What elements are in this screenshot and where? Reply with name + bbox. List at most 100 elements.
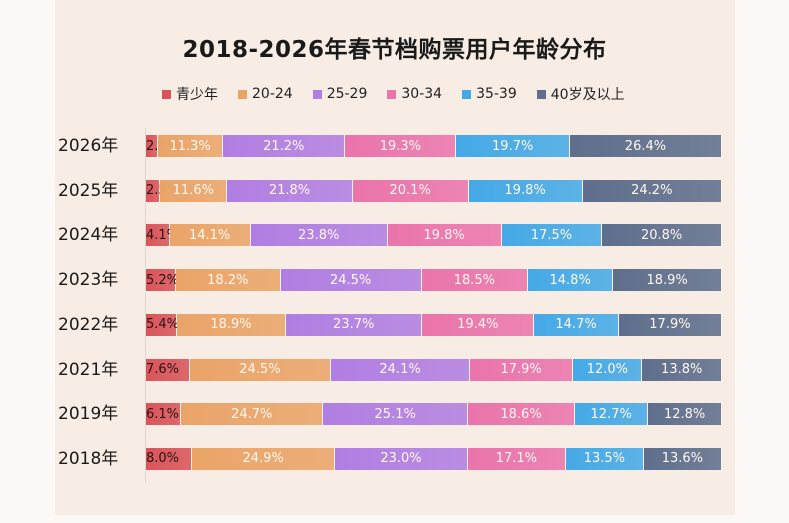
bar-segment: 18.5%: [421, 269, 529, 292]
legend-label: 35-39: [476, 86, 517, 102]
legend-label: 30-34: [401, 86, 443, 102]
data-label: 6.1%: [146, 406, 180, 422]
bar-segment: 19.4%: [422, 313, 535, 336]
y-tick-label: 2019年: [58, 404, 119, 425]
data-label: 8.0%: [146, 451, 180, 467]
data-label: 13.6%: [661, 451, 704, 467]
bar-segment: 17.5%: [501, 224, 603, 247]
data-label: 12.0%: [586, 362, 628, 377]
legend-swatch: [536, 89, 546, 99]
legend-item: 青少年: [162, 84, 218, 104]
stacked-bar: 2.1%11.3% 21.2% 19.3% 19.7% 26.4%: [146, 135, 722, 157]
y-tick-label: 2024年: [58, 225, 119, 246]
bar-segment: 18.9%: [613, 269, 722, 292]
data-label: 19.8%: [504, 183, 546, 199]
data-label: 18.5%: [453, 272, 495, 288]
bar-segment: 13.6%: [643, 447, 722, 470]
bar-segment: 17.9%: [470, 358, 574, 381]
bar-segment: 2.1%: [146, 135, 179, 157]
data-label: 18.2%: [207, 272, 249, 288]
data-label: 12.7%: [590, 406, 632, 422]
bar-segment: 20.1%: [352, 179, 469, 202]
y-tick-label: 2023年: [58, 270, 119, 291]
y-tick-label: 2018年: [58, 448, 119, 469]
data-label: 5.4%: [146, 317, 180, 333]
bar-row: 2026年 2.1%11.3% 21.2% 19.3% 19.7% 26.4%: [0, 135, 789, 157]
data-label: 19.3%: [379, 138, 422, 154]
bar-segment: 17.9%: [618, 313, 722, 336]
bar-segment: 19.7%: [456, 135, 570, 157]
bar-row: 2023年 5.2% 18.2% 24.5% 18.5% 14.8% 18.9%: [0, 269, 789, 292]
bar-segment: 5.2%: [146, 269, 180, 292]
legend-item: 35-39: [462, 86, 517, 102]
data-label: 19.4%: [457, 317, 499, 333]
data-label: 21.8%: [268, 183, 311, 199]
data-label: 23.7%: [333, 317, 375, 333]
bar-segment: 13.8%: [642, 358, 722, 381]
bar-segment: 11.3%: [158, 135, 224, 157]
chart-title: 2018-2026年春节档购票用户年龄分布: [182, 37, 607, 63]
data-label: 7.6%: [146, 362, 180, 377]
bar-segment: 26.4%: [569, 135, 722, 157]
stacked-bar: 4.1% 14.1% 23.8% 19.8% 17.5% 20.8%: [146, 224, 722, 247]
data-label: 14.1%: [188, 227, 231, 243]
legend-swatch: [238, 89, 247, 99]
chart-card: [55, 0, 735, 515]
bar-segment: 11.6%: [160, 179, 228, 202]
stacked-bar: 5.2% 18.2% 24.5% 18.5% 14.8% 18.9%: [146, 269, 722, 292]
data-label: 24.9%: [242, 451, 284, 467]
bar-segment: 6.1%: [146, 403, 182, 426]
data-label: 24.2%: [631, 183, 673, 199]
bar-row: 2019年 6.1% 24.7% 25.1% 18.6% 12.7% 12.8%: [0, 403, 789, 426]
bar-segment: 19.8%: [387, 224, 502, 247]
data-label: 26.4%: [624, 138, 667, 154]
legend-item: 25-29: [312, 86, 367, 102]
legend-swatch: [312, 89, 322, 99]
data-label: 17.1%: [495, 451, 537, 467]
bar-segment: 4.1%: [146, 224, 179, 247]
bar-segment: 14.7%: [534, 313, 619, 336]
data-label: 24.5%: [329, 272, 372, 288]
data-label: 11.6%: [172, 183, 214, 199]
data-label: 25.1%: [374, 406, 416, 422]
legend-swatch: [462, 89, 472, 99]
data-label: 5.2%: [146, 272, 180, 288]
data-label: 17.9%: [500, 362, 542, 377]
data-label: 21.2%: [263, 138, 305, 154]
chart-legend: 青少年 20-24 25-29 30-34 35-39 40岁及以上: [162, 84, 625, 104]
bar-segment: 2.5%: [146, 179, 179, 202]
data-label: 11.3%: [169, 138, 211, 154]
bar-segment: 24.2%: [582, 179, 722, 202]
legend-item: 40岁及以上: [536, 84, 625, 104]
bar-segment: 18.2%: [175, 269, 281, 292]
data-label: 14.8%: [549, 272, 591, 288]
bar-row: 2024年 4.1% 14.1% 23.8% 19.8% 17.5% 20.8%: [0, 224, 789, 247]
bar-segment: 18.9%: [177, 313, 286, 336]
data-label: 24.5%: [239, 362, 281, 377]
legend-item: 30-34: [387, 86, 442, 102]
data-label: 20.1%: [389, 183, 431, 199]
data-label: 18.9%: [646, 272, 688, 288]
bar-segment: 24.7%: [181, 403, 324, 426]
bar-row: 2022年 5.4% 18.9% 23.7% 19.4% 14.7% 17.9%: [0, 313, 789, 336]
y-tick-label: 2021年: [58, 359, 119, 380]
bar-segment: 20.8%: [602, 224, 722, 247]
data-label: 18.6%: [500, 406, 542, 422]
legend-item: 20-24: [238, 86, 293, 102]
data-label: 20.8%: [640, 227, 683, 243]
stacked-bar: 6.1% 24.7% 25.1% 18.6% 12.7% 12.8%: [146, 403, 722, 426]
bar-segment: 5.4%: [146, 313, 180, 336]
data-label: 23.0%: [380, 451, 422, 467]
bar-segment: 14.1%: [169, 224, 251, 247]
bar-segment: 21.8%: [227, 179, 353, 202]
data-label: 17.5%: [530, 227, 573, 243]
data-label: 14.7%: [555, 317, 597, 333]
legend-label: 20-24: [252, 86, 293, 102]
data-label: 13.8%: [661, 362, 703, 377]
bar-segment: 12.7%: [575, 403, 649, 426]
bar-segment: 24.1%: [331, 358, 471, 381]
bar-segment: 8.0%: [146, 447, 193, 470]
data-label: 23.8%: [298, 227, 340, 243]
legend-swatch: [162, 89, 171, 99]
data-label: 12.8%: [663, 406, 706, 422]
